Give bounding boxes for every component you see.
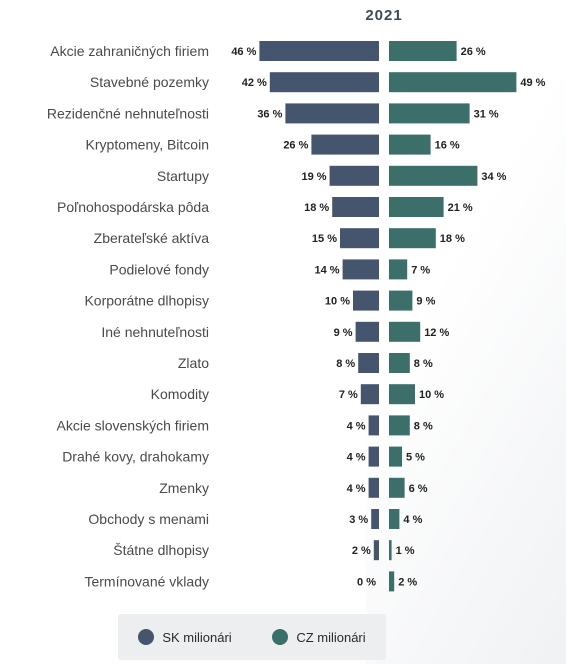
- data-label-sk: 36 %: [257, 108, 282, 120]
- bar-cz: [389, 353, 410, 373]
- legend-swatch-cz: [272, 629, 289, 645]
- data-label-cz: 4 %: [403, 514, 422, 526]
- category-label: Podielové fondy: [109, 261, 209, 277]
- bar-cz: [389, 165, 478, 186]
- data-label-cz: 34 %: [481, 171, 506, 183]
- data-label-cz: 8 %: [414, 358, 433, 370]
- bar-cz: [389, 134, 431, 155]
- data-label-cz: 26 %: [461, 46, 486, 58]
- data-label-cz: 7 %: [411, 264, 430, 276]
- bar-cz: [389, 509, 400, 529]
- legend-label-sk: SK milionári: [162, 629, 232, 645]
- data-label-sk: 4 %: [347, 420, 366, 432]
- data-label-sk: 46 %: [231, 46, 256, 58]
- category-label: Stavebné pozemky: [90, 74, 209, 90]
- category-label: Startupy: [157, 168, 209, 184]
- data-label-sk: 4 %: [347, 483, 366, 495]
- legend-label-cz: CZ milionári: [296, 629, 366, 645]
- data-label-cz: 49 %: [520, 77, 545, 89]
- category-label: Obchody s menami: [88, 511, 209, 527]
- bar-cz: [389, 415, 410, 436]
- data-label-sk: 14 %: [315, 264, 340, 276]
- bar-sk: [373, 540, 379, 561]
- bar-cz: [389, 540, 392, 561]
- data-label-cz: 8 %: [414, 420, 433, 432]
- bar-sk: [340, 228, 379, 249]
- data-label-cz: 6 %: [409, 483, 428, 495]
- bar-sk: [269, 72, 379, 93]
- bar-sk: [368, 415, 379, 436]
- legend-item-sk: SK milionári: [138, 629, 232, 645]
- data-label-sk: 9 %: [334, 327, 353, 339]
- category-label: Komodity: [151, 386, 209, 402]
- bar-sk: [342, 259, 379, 280]
- data-label-sk: 3 %: [349, 514, 368, 526]
- data-label-cz: 2 %: [398, 576, 417, 588]
- bar-sk: [329, 165, 379, 186]
- bar-sk: [285, 103, 379, 124]
- bar-sk: [358, 353, 379, 373]
- bar-sk: [360, 384, 379, 405]
- bar-cz: [389, 72, 517, 93]
- data-label-cz: 12 %: [424, 327, 449, 339]
- legend-swatch-sk: [138, 629, 155, 645]
- data-label-cz: 16 %: [435, 140, 460, 152]
- data-label-sk: 42 %: [242, 77, 267, 89]
- category-label: Štátne dlhopisy: [113, 542, 209, 558]
- bar-cz: [389, 41, 457, 61]
- bar-cz: [389, 446, 402, 467]
- bar-sk: [355, 321, 379, 342]
- category-label: Kryptomeny, Bitcoin: [86, 137, 209, 153]
- data-label-cz: 1 %: [396, 545, 415, 557]
- data-label-sk: 26 %: [283, 140, 308, 152]
- category-label: Akcie slovenských firiem: [57, 417, 210, 433]
- bar-sk: [371, 509, 379, 529]
- bar-cz: [389, 321, 421, 342]
- data-label-sk: 7 %: [339, 389, 358, 401]
- category-label: Zmenky: [159, 480, 209, 496]
- category-label: Drahé kovy, drahokamy: [62, 449, 209, 465]
- legend-item-cz: CZ milionári: [272, 629, 366, 645]
- bar-sk: [332, 197, 379, 217]
- data-label-sk: 10 %: [325, 296, 350, 308]
- bar-sk: [368, 477, 379, 498]
- data-label-cz: 21 %: [448, 202, 473, 214]
- bar-sk: [353, 290, 379, 311]
- bar-cz: [389, 197, 444, 217]
- data-label-sk: 0 %: [357, 576, 376, 588]
- bar-cz: [389, 477, 405, 498]
- category-label: Zlato: [178, 355, 209, 371]
- data-label-sk: 18 %: [304, 202, 329, 214]
- bar-cz: [389, 571, 395, 592]
- bar-cz: [389, 103, 470, 124]
- data-label-sk: 15 %: [312, 233, 337, 245]
- chart-title: 2021: [365, 7, 402, 24]
- category-label: Akcie zahraničných firiem: [50, 43, 209, 59]
- bar-cz: [389, 290, 413, 311]
- bar-cz: [389, 384, 415, 405]
- category-label: Poľnohospodárska pôda: [57, 199, 209, 215]
- category-label: Iné nehnuteľnosti: [101, 324, 209, 340]
- data-label-cz: 9 %: [416, 296, 435, 308]
- data-label-sk: 19 %: [302, 171, 327, 183]
- category-label: Rezidenčné nehnuteľnosti: [47, 105, 209, 121]
- data-label-sk: 4 %: [347, 452, 366, 464]
- data-label-sk: 2 %: [352, 545, 371, 557]
- data-label-sk: 8 %: [336, 358, 355, 370]
- data-label-cz: 10 %: [419, 389, 444, 401]
- category-label: Korporátne dlhopisy: [84, 293, 209, 309]
- bar-sk: [311, 134, 379, 155]
- bar-cz: [389, 228, 436, 249]
- category-label: Termínované vklady: [84, 573, 209, 589]
- data-label-cz: 31 %: [474, 108, 499, 120]
- bar-sk: [259, 41, 379, 61]
- bar-sk: [368, 446, 379, 467]
- bar-cz: [389, 259, 408, 280]
- category-label: Zberateľské aktíva: [94, 230, 210, 246]
- diverging-bar-chart: 2021 Akcie zahraničných firiem 46 % 26 % St…: [47, 7, 546, 592]
- data-label-cz: 5 %: [406, 452, 425, 464]
- chart-legend: SK milionári CZ milionári: [118, 614, 386, 660]
- data-label-cz: 18 %: [440, 233, 465, 245]
